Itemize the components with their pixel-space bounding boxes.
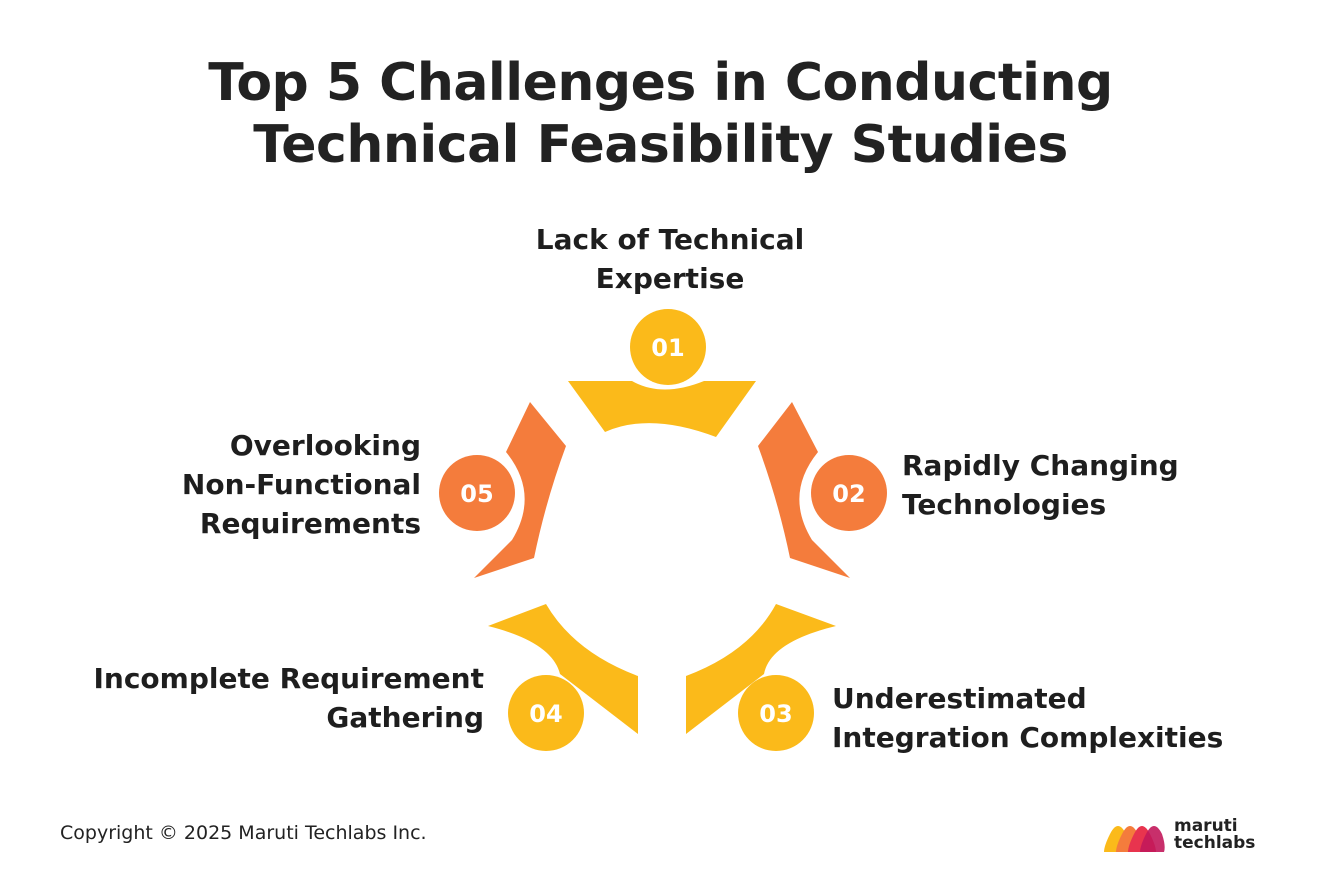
badge-03-circle xyxy=(738,675,814,751)
badge-03-number: 03 xyxy=(759,700,792,728)
label-01-line-2: Expertise xyxy=(595,262,745,295)
badge-05-circle xyxy=(439,455,515,531)
page-title: Top 5 Challenges in Conducting Technical… xyxy=(0,52,1321,176)
challenge-label-04: Incomplete Requirement Gathering xyxy=(20,659,484,737)
company-logo[interactable]: maruti techlabs xyxy=(1102,818,1272,858)
label-04-line-2: Gathering xyxy=(326,701,484,734)
segment-03 xyxy=(686,604,836,734)
logo-wordmark: maruti techlabs xyxy=(1174,818,1255,852)
label-03-line-2: Integration Complexities xyxy=(832,721,1224,754)
logo-mark-icon xyxy=(1104,826,1165,852)
title-line-2: Technical Feasibility Studies xyxy=(253,115,1068,175)
challenge-label-02: Rapidly Changing Technologies xyxy=(902,446,1302,524)
label-03-line-1: Underestimated xyxy=(832,682,1087,715)
badge-05-number: 05 xyxy=(460,480,493,508)
label-05-line-1: Overlooking xyxy=(229,429,421,462)
label-02-line-2: Technologies xyxy=(902,488,1107,521)
label-01-line-1: Lack of Technical xyxy=(535,223,805,256)
logo-line-2: techlabs xyxy=(1174,833,1256,853)
challenge-label-01: Lack of Technical Expertise xyxy=(470,220,870,298)
badge-02-circle xyxy=(811,455,887,531)
badge-02-number: 02 xyxy=(832,480,865,508)
segment-02 xyxy=(758,402,850,578)
label-05-line-3: Requirements xyxy=(199,507,421,540)
logo-line-1: maruti xyxy=(1174,816,1238,836)
challenge-label-03: Underestimated Integration Complexities xyxy=(832,679,1292,757)
segment-05 xyxy=(474,402,566,578)
label-04-line-1: Incomplete Requirement xyxy=(93,662,484,695)
challenge-label-05: Overlooking Non-Functional Requirements xyxy=(40,426,421,543)
badge-04-number: 04 xyxy=(529,700,562,728)
badge-01-number: 01 xyxy=(651,334,684,362)
badge-01-circle xyxy=(630,309,706,385)
segment-01 xyxy=(568,381,756,437)
label-02-line-1: Rapidly Changing xyxy=(902,449,1179,482)
label-05-line-2: Non-Functional xyxy=(181,468,421,501)
title-line-1: Top 5 Challenges in Conducting xyxy=(208,53,1113,113)
copyright-text: Copyright © 2025 Maruti Techlabs Inc. xyxy=(60,822,427,844)
segment-04 xyxy=(488,604,638,734)
badge-04-circle xyxy=(508,675,584,751)
